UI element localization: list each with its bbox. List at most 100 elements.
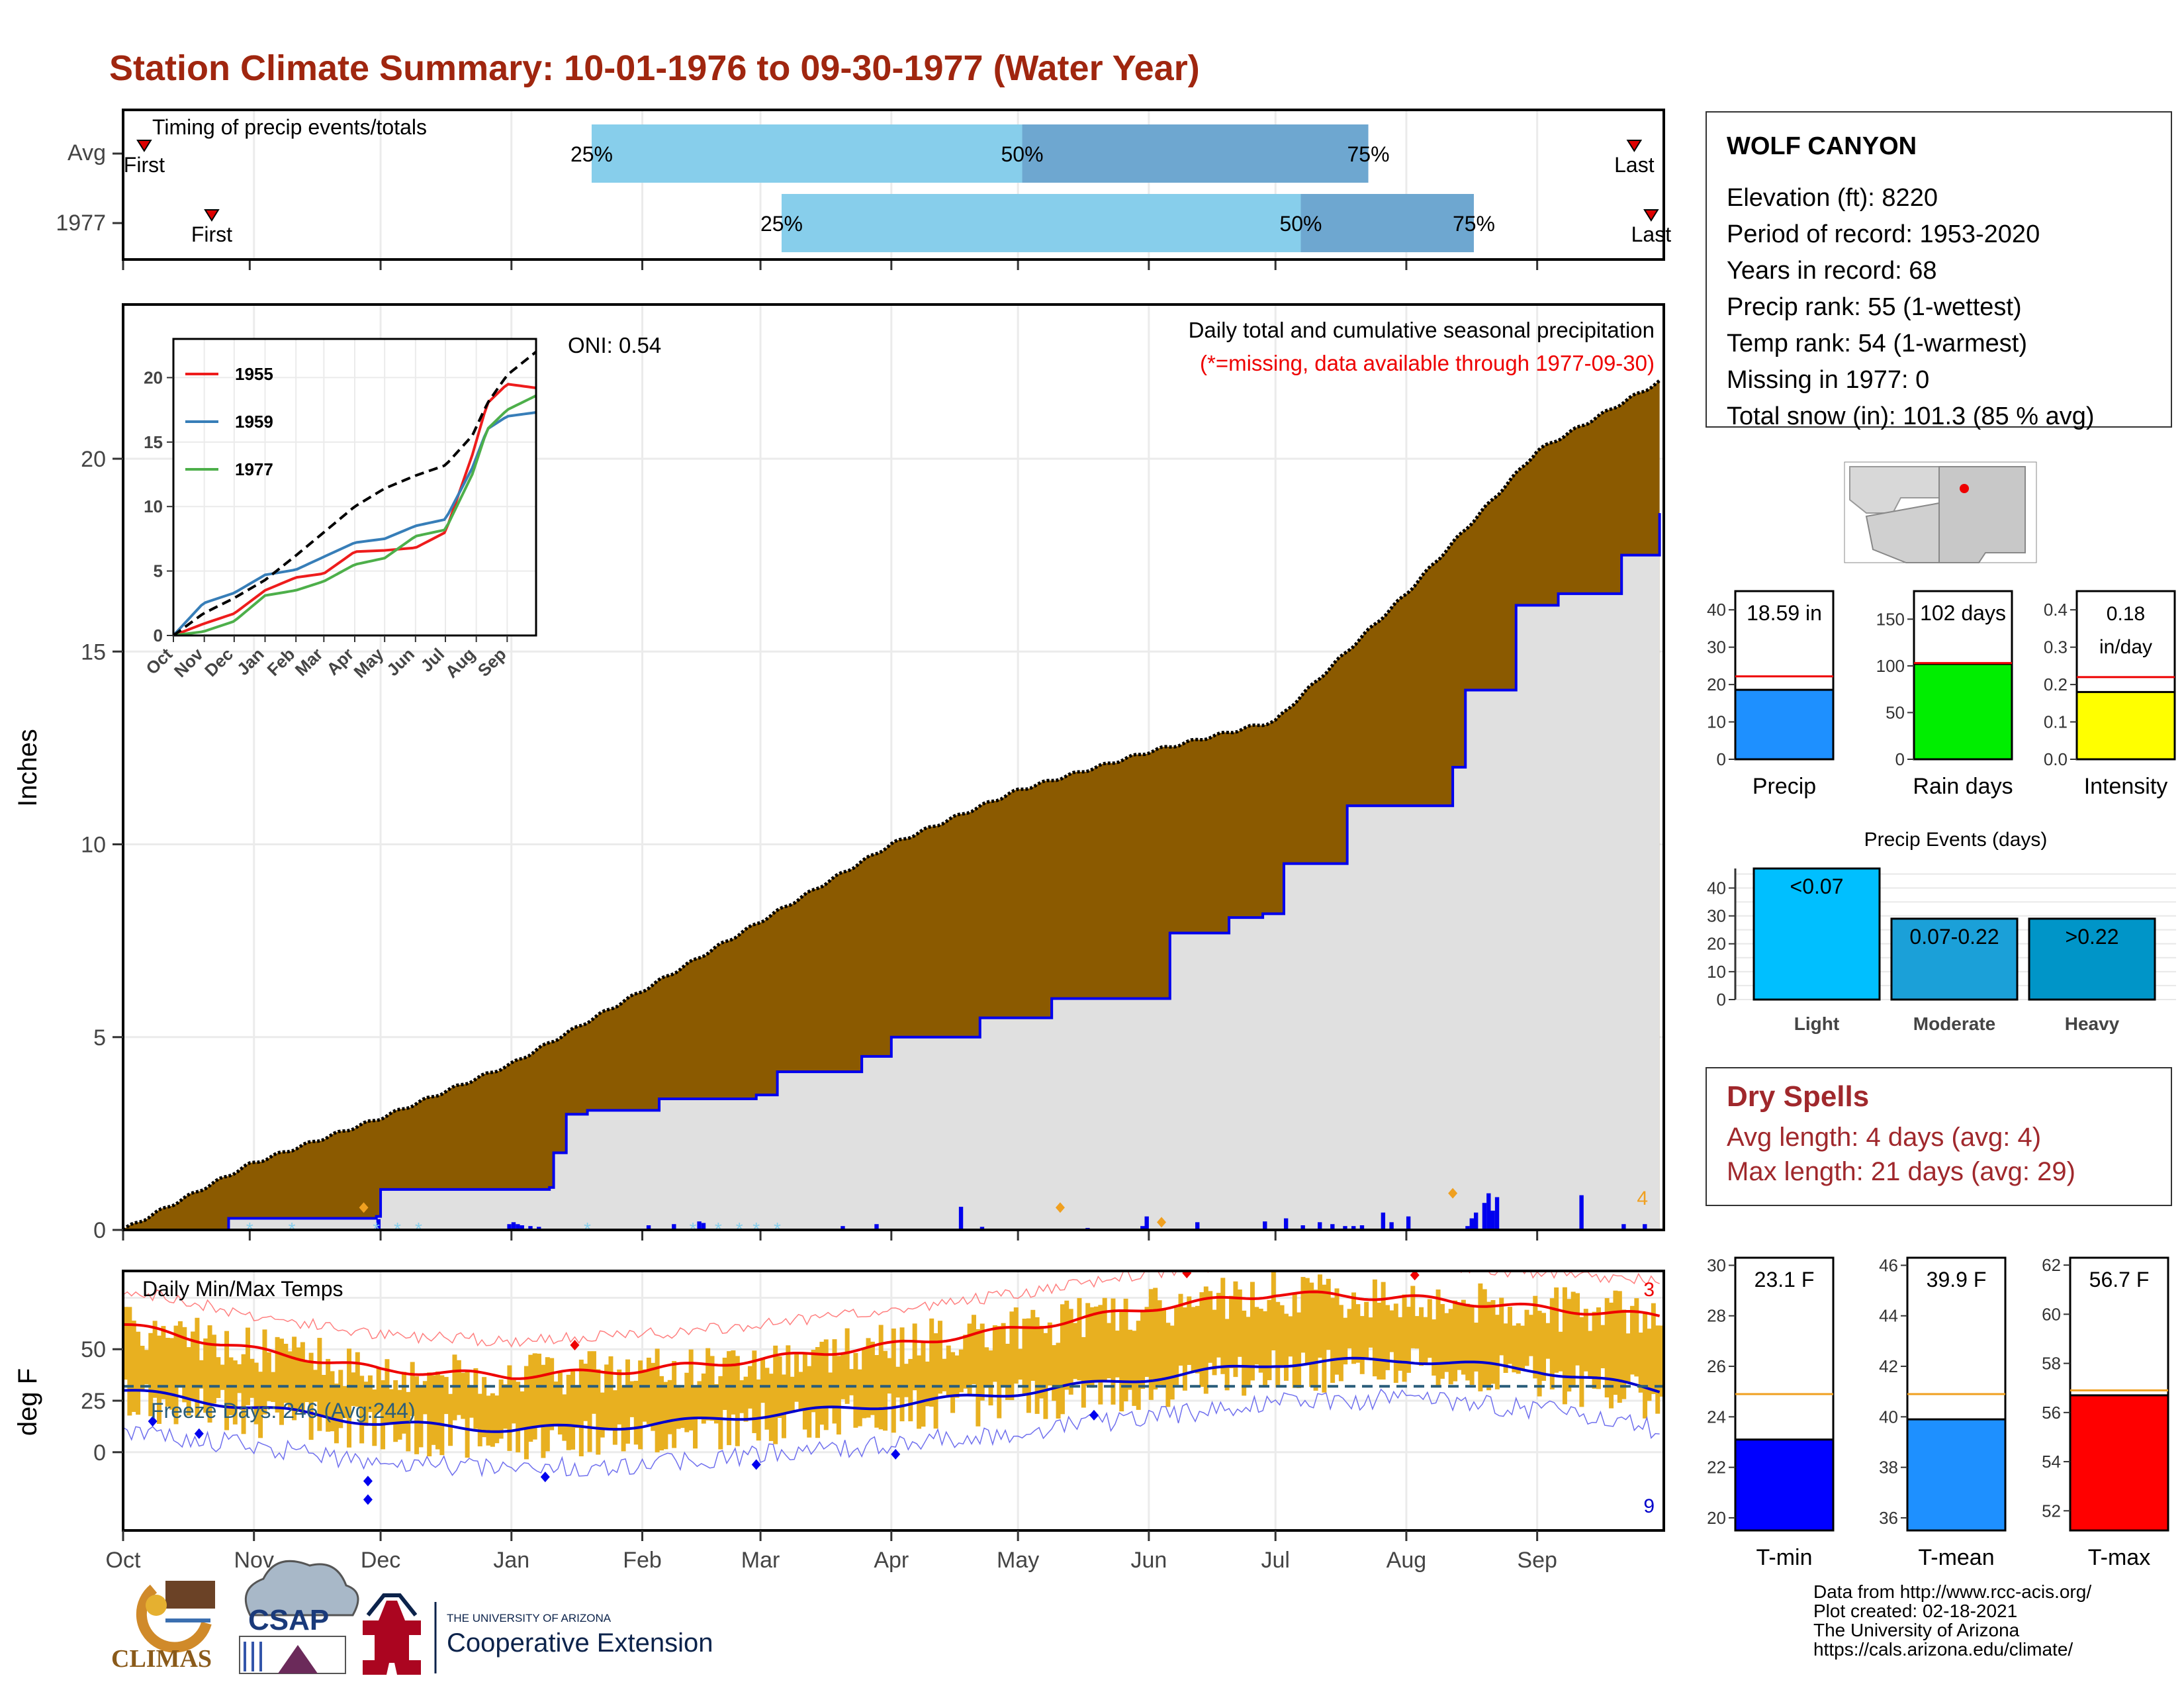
mini-chart-tick-label: 44 [1879,1306,1898,1326]
temp-day-bar [1271,1272,1276,1350]
temp-day-bar [1334,1288,1340,1375]
temp-day-bar [477,1393,482,1446]
temp-day-bar [1203,1286,1208,1394]
temp-day-bar [1111,1298,1116,1405]
temp-day-bar [832,1339,837,1424]
temp-day-bar [490,1393,495,1447]
precip-events-chart: Precip Events (days) 0 10 20 30 40 <0.07 Light 0… [1707,829,2176,1034]
mini-chart-bar [1734,1438,1835,1532]
temp-day-bar [507,1365,512,1451]
temp-day-bar [870,1341,875,1415]
temp-day-bar [735,1356,740,1446]
temp-day-bar [1127,1329,1132,1390]
temp-day-bar [967,1323,972,1396]
daily-precip-bar [516,1224,520,1230]
temp-day-bar [199,1360,204,1389]
mini-chart-tick-label: 20 [1707,675,1726,694]
temp-day-bar [528,1354,533,1442]
temp-day-bar [638,1360,643,1450]
station-elevation: Elevation (ft): 8220 [1727,184,1938,212]
daily-precip-bar [1494,1197,1500,1230]
timing-bar-q25-q50 [781,194,1301,252]
events-bin-label: <0.07 [1790,874,1844,898]
temp-day-bar [1077,1297,1082,1381]
temp-day-bar [182,1327,187,1403]
temp-day-bar [1297,1312,1302,1388]
temp-day-bar [878,1325,884,1430]
daily-precip-bars [376,1193,1647,1230]
station-temp-rank: Temp rank: 54 (1-warmest) [1727,330,2028,357]
temp-day-bar [629,1381,635,1417]
mini-chart-category-label: Intensity [2084,774,2168,799]
temp-day-bar [173,1325,179,1425]
temp-day-bar [722,1357,727,1410]
temp-day-bar [304,1361,310,1403]
temp-day-bar [1347,1309,1352,1348]
temp-day-bar [929,1318,934,1407]
temp-day-bar [701,1373,706,1424]
missing-snow-marker: * [415,1219,422,1239]
temp-day-bar [709,1356,715,1421]
inset-y-tick-label: 15 [144,432,163,452]
inset-line-1977 [173,394,536,635]
last-event-marker [1643,209,1659,222]
mini-chart-category-label: T-mean [1918,1545,1994,1570]
month-label: Feb [623,1548,662,1573]
temp-day-bar [836,1356,841,1435]
temp-day-bar [874,1354,880,1428]
temp-day-bar [1313,1289,1318,1391]
temp-day-bar [334,1383,339,1444]
temp-day-bar [1558,1331,1563,1372]
inset-y-tick-label: 0 [154,626,163,645]
precip-y-label: Inches [13,729,42,807]
temp-day-bar [1567,1299,1572,1392]
temp-day-bar [899,1327,905,1422]
missing-snow-marker: * [289,1219,296,1239]
temp-day-bar [591,1351,596,1414]
mini-chart-value-label: 56.7 F [2089,1268,2150,1291]
temp-day-bar [1144,1307,1150,1378]
temp-day-bar [1621,1309,1627,1399]
temp-day-bar [1283,1313,1289,1381]
temp-day-bar [1300,1277,1306,1353]
temp-day-bar [790,1376,795,1413]
missing-snow-marker: * [690,1219,697,1239]
temp-day-bar [516,1382,521,1453]
temp-day-bar [549,1358,555,1430]
mini-chart-tick-label: 38 [1879,1458,1898,1477]
temp-day-bar [1490,1300,1496,1384]
station-marker [1960,484,1969,493]
timing-label-75: 75% [1347,142,1390,166]
events-y-tick-label: 0 [1717,990,1726,1009]
last-event-label: Last [1614,153,1655,177]
temp-day-bar [1604,1297,1610,1398]
events-bar [1752,867,1881,1001]
temp-day-bar [520,1391,525,1430]
temp-day-bar [157,1335,162,1424]
dry-spells-avg: Avg length: 4 days (avg: 4) [1727,1123,2042,1152]
temp-day-bar [351,1372,356,1407]
temp-day-bar [1089,1307,1095,1388]
temp-day-bar [617,1369,622,1425]
temp-day-bar [600,1392,605,1438]
temp-day-bar [1575,1293,1580,1366]
events-y-tick-label: 20 [1707,934,1726,954]
average-cumulative-line [123,379,1661,1230]
temp-day-bar [1174,1307,1179,1385]
temp-day-bar [633,1380,639,1445]
mini-chart-value-label: 18.59 in [1747,601,1822,625]
temp-day-bar [1453,1300,1458,1382]
temp-day-bar [1279,1305,1285,1368]
temp-day-bar [241,1354,246,1434]
temp-day-bar [469,1385,474,1418]
temp-day-bar [697,1381,702,1419]
temp-day-bar [232,1360,238,1425]
mini-chart-tick-label: 30 [1707,637,1726,657]
temp-day-bar [317,1338,322,1431]
daily-precip-bar [841,1226,845,1230]
footer-credit: Data from http://www.rcc-acis.org/ Plot … [1813,1582,2091,1659]
temp-day-bar [1056,1342,1061,1419]
mini-chart-t-mean: 36 38 40 42 44 46 39.9 F T-mean [1879,1255,2007,1570]
station-years: Years in record: 68 [1727,257,1937,285]
mini-chart-tick-label: 150 [1876,609,1905,629]
